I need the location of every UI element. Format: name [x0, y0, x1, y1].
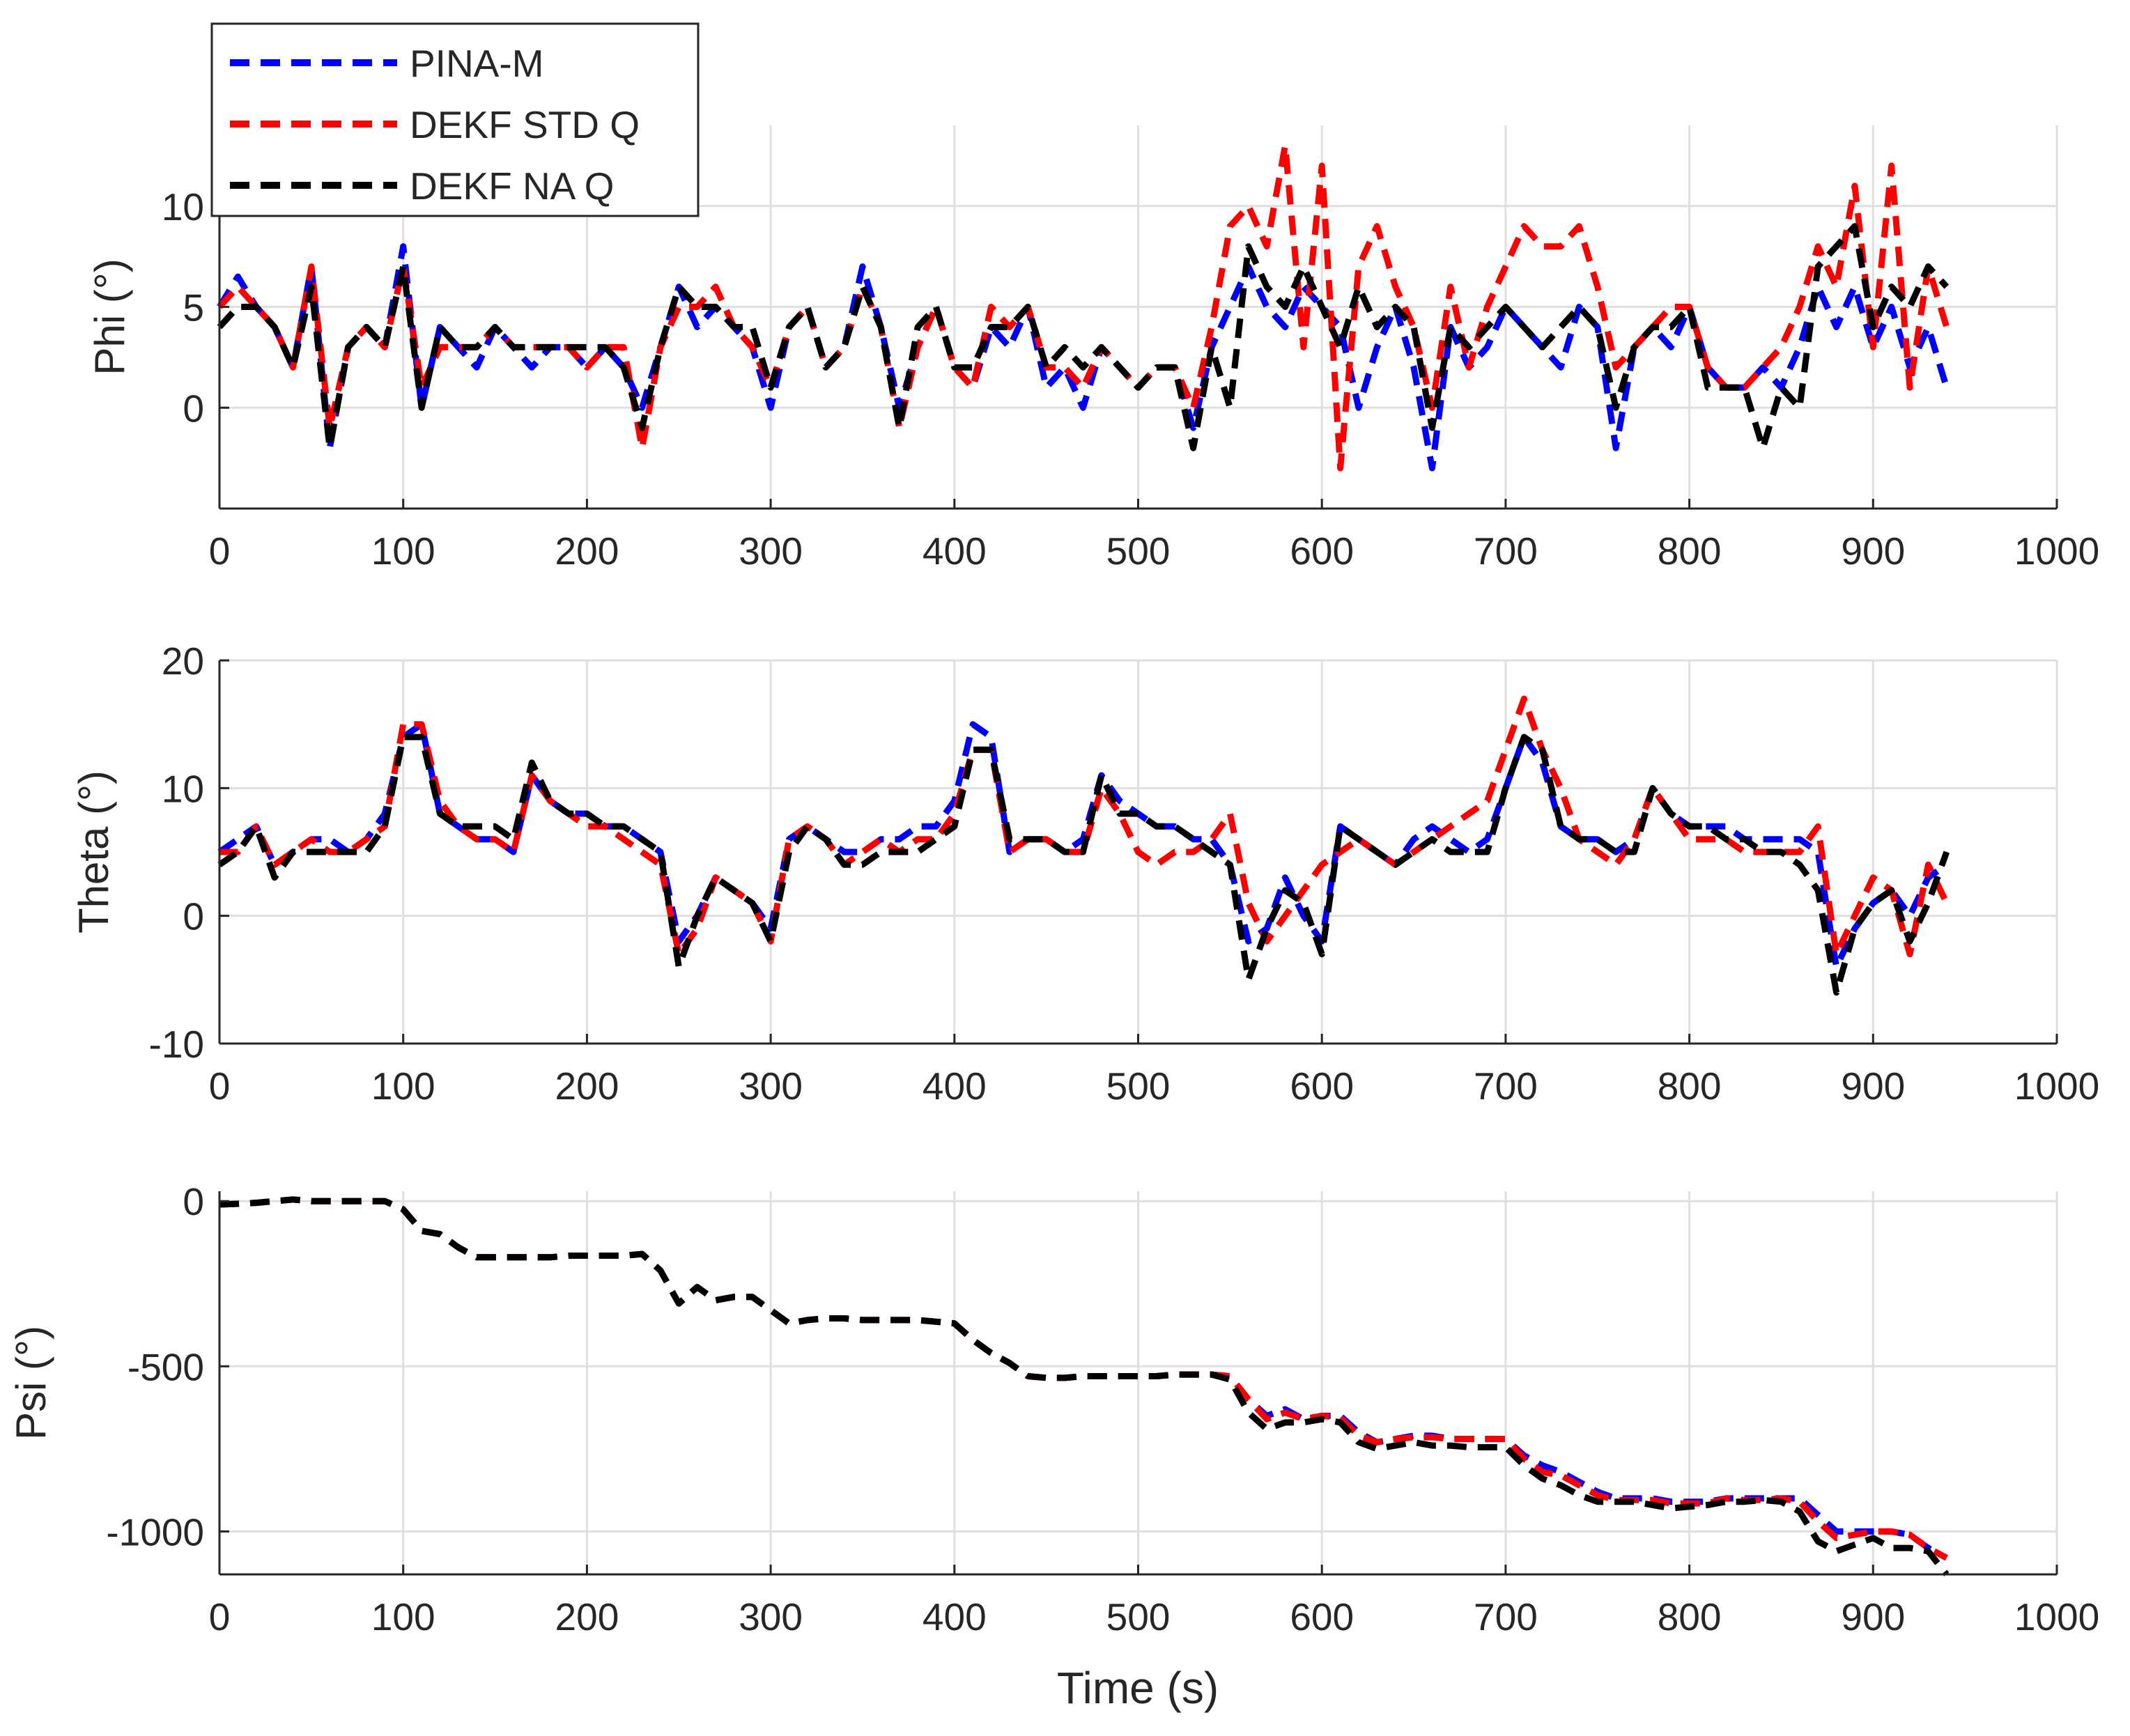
- psi-ytick-label-0: 0: [183, 1180, 204, 1223]
- legend-entry-dekf-std-q: DEKF STD Q: [230, 103, 640, 146]
- legend-entry-pina-m: PINA-M: [230, 42, 544, 85]
- theta-xtick-label-200: 200: [555, 1064, 619, 1108]
- legend-label-dekf-std-q: DEKF STD Q: [410, 103, 640, 146]
- theta-axis-lines: [218, 659, 2058, 1045]
- psi-xtick-label-1000: 1000: [2014, 1595, 2099, 1638]
- psi-xtick-label-900: 900: [1841, 1595, 1905, 1638]
- theta-xtick-label-100: 100: [371, 1064, 435, 1108]
- psi-xtick-label-0: 0: [209, 1595, 231, 1638]
- psi-series-dekf-na-q: [219, 1196, 1950, 1576]
- psi-ylabel: Psi (°): [8, 1326, 54, 1440]
- theta-xtick-label-400: 400: [923, 1064, 987, 1108]
- psi-ytick-label--500: -500: [128, 1345, 204, 1388]
- theta-xtick-label-300: 300: [739, 1064, 803, 1108]
- phi-xtick-label-100: 100: [371, 529, 435, 573]
- psi-xtick-label-300: 300: [739, 1595, 803, 1638]
- theta-xtick-label-1000: 1000: [2014, 1064, 2099, 1108]
- phi-xtick-label-500: 500: [1106, 529, 1171, 573]
- legend-entry-dekf-na-q: DEKF NA Q: [230, 164, 614, 208]
- phi-xtick-label-300: 300: [739, 529, 803, 573]
- phi-grid: [218, 125, 2058, 509]
- phi-xtick-label-0: 0: [209, 529, 231, 573]
- psi-xtick-label-600: 600: [1290, 1595, 1354, 1638]
- psi-xtick-label-700: 700: [1474, 1595, 1538, 1638]
- legend-label-dekf-na-q: DEKF NA Q: [410, 164, 614, 208]
- phi-series-dekf-std-q: [217, 142, 1950, 472]
- psi-xtick-label-400: 400: [923, 1595, 987, 1638]
- phi-ylabel: Phi (°): [86, 258, 133, 375]
- phi-xtick-label-800: 800: [1658, 529, 1722, 573]
- phi-ytick-label-0: 0: [183, 387, 204, 430]
- theta-xtick-label-800: 800: [1658, 1064, 1722, 1108]
- theta-xtick-label-700: 700: [1474, 1064, 1538, 1108]
- phi-ytick-label-5: 5: [183, 286, 204, 330]
- psi-xtick-label-100: 100: [371, 1595, 435, 1638]
- psi-tick-labels: 0 100 200 300 400 500 600 700 800 900 1000 -1000 -50…: [106, 1180, 2099, 1638]
- phi-xtick-label-900: 900: [1841, 529, 1905, 573]
- theta-series: [217, 695, 1950, 996]
- theta-ytick-label--10: -10: [149, 1023, 205, 1066]
- phi-xtick-label-1000: 1000: [2014, 529, 2099, 573]
- phi-ytick-label-10: 10: [162, 185, 204, 228]
- psi-xtick-label-200: 200: [555, 1595, 619, 1638]
- phi-xtick-label-400: 400: [923, 529, 987, 573]
- theta-xtick-label-0: 0: [209, 1064, 231, 1108]
- psi-ytick-label--1000: -1000: [106, 1510, 204, 1553]
- phi-xtick-label-700: 700: [1474, 529, 1538, 573]
- theta-axes: 0 100 200 300 400 500 600 700 800 900 1000-1001020…: [70, 640, 2099, 1108]
- phi-xtick-label-200: 200: [555, 529, 619, 573]
- psi-axis-lines: [218, 1191, 2058, 1576]
- phi-xtick-label-600: 600: [1290, 529, 1354, 573]
- theta-ytick-label-0: 0: [183, 895, 204, 938]
- theta-xtick-label-900: 900: [1841, 1064, 1905, 1108]
- theta-ytick-label-10: 10: [162, 767, 204, 810]
- theta-ytick-label-20: 20: [162, 640, 204, 683]
- psi-xlabel: Time (s): [1057, 1663, 1219, 1713]
- psi-xtick-label-800: 800: [1658, 1595, 1722, 1638]
- psi-xtick-label-500: 500: [1106, 1595, 1171, 1638]
- theta-series-dekf-na-q: [217, 734, 1950, 996]
- theta-xtick-label-500: 500: [1106, 1064, 1171, 1108]
- theta-ylabel: Theta (°): [70, 770, 117, 933]
- phi-series: [217, 142, 1950, 472]
- phi-tick-labels: 0 100 200 300 400 500 600 700 800 900 1000 0 5 10: [162, 185, 2099, 573]
- psi-axes: 0 100 200 300 400 500 600 700 800 900 1000 -1000 -50…: [8, 1180, 2099, 1713]
- phi-series-dekf-na-q: [217, 223, 1950, 451]
- legend: PINA-M DEKF STD Q DEKF NA Q: [210, 22, 700, 217]
- psi-series: [219, 1196, 1950, 1576]
- theta-xtick-label-600: 600: [1290, 1064, 1354, 1108]
- legend-label-pina-m: PINA-M: [410, 42, 544, 85]
